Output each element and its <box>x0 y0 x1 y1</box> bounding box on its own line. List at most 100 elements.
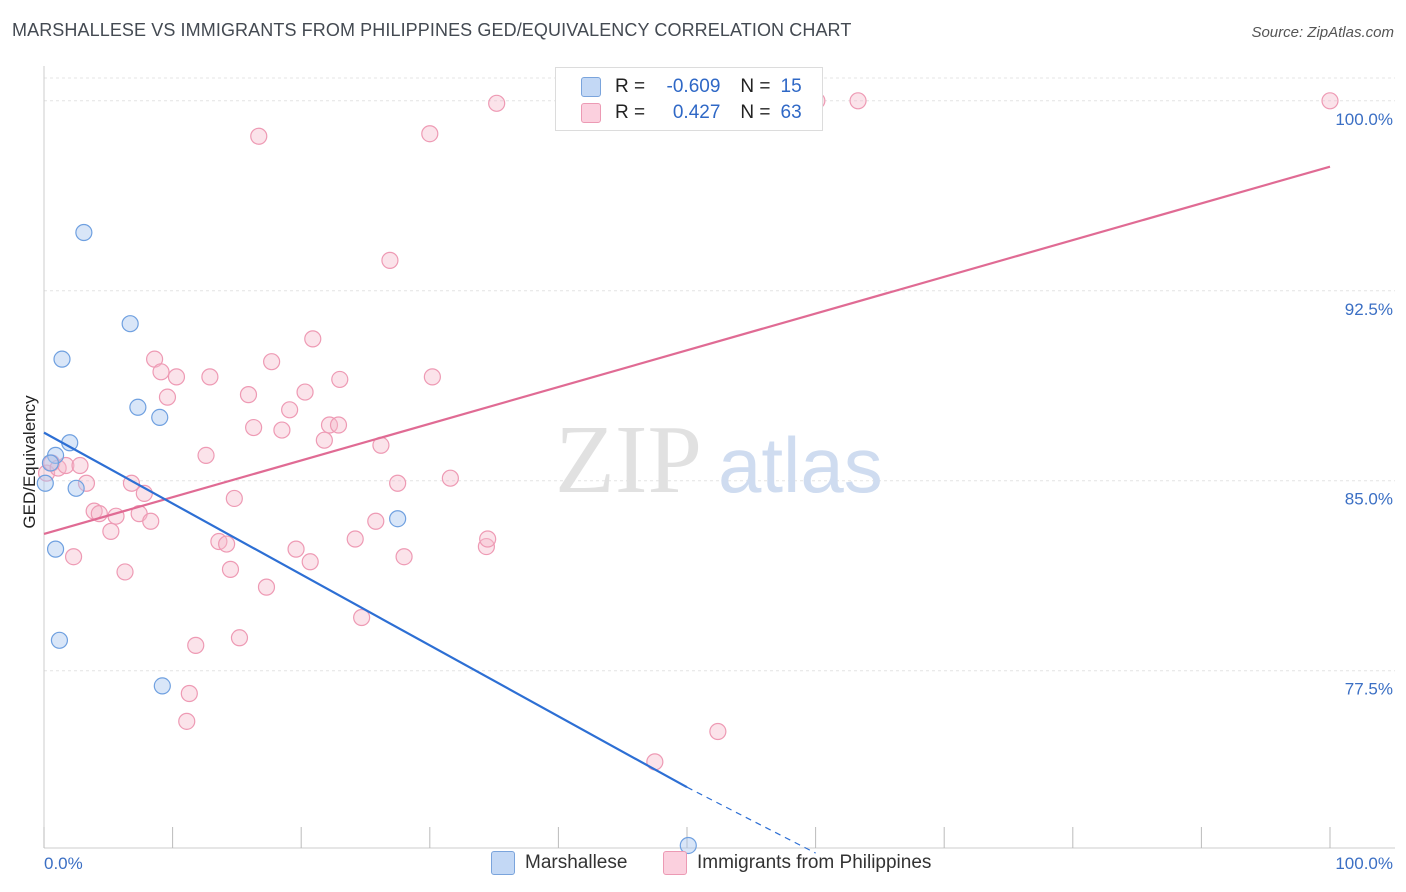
point-philippines <box>381 251 399 269</box>
point-marshallese <box>53 350 71 368</box>
point-marshallese <box>41 454 60 472</box>
point-philippines <box>180 684 198 703</box>
point-philippines <box>296 383 314 401</box>
point-philippines <box>263 353 281 371</box>
legend-swatch-marshallese <box>581 77 601 97</box>
point-marshallese <box>679 836 697 855</box>
legend-swatch-philippines <box>581 103 601 123</box>
point-philippines <box>167 368 186 386</box>
y-tick-label: 92.5% <box>1345 300 1393 319</box>
point-philippines <box>197 446 215 465</box>
point-philippines <box>353 608 371 627</box>
point-philippines <box>479 530 497 548</box>
legend-n-value-marshallese: 15 <box>780 76 802 97</box>
point-marshallese <box>36 474 54 492</box>
point-philippines <box>389 474 407 492</box>
point-philippines <box>301 553 319 571</box>
point-philippines <box>367 512 385 530</box>
legend-item-philippines: Immigrants from Philippines <box>663 851 931 875</box>
legend-swatch-philippines <box>663 851 687 875</box>
legend-row-marshallese: R = -0.609 N = 15 <box>581 75 802 99</box>
series-legend: Marshallese Immigrants from Philippines <box>0 851 1406 879</box>
y-tick-label: 77.5% <box>1345 680 1393 699</box>
y-tick-label: 100.0% <box>1335 110 1393 129</box>
point-marshallese <box>50 631 69 649</box>
legend-swatch-marshallese <box>491 851 515 875</box>
point-philippines <box>304 330 322 348</box>
point-philippines <box>441 469 459 487</box>
point-philippines <box>329 416 348 434</box>
legend-n-label: N = <box>740 76 771 97</box>
point-philippines <box>201 368 219 386</box>
point-philippines <box>395 548 413 566</box>
point-marshallese <box>389 510 407 528</box>
legend-n-label: N = <box>740 102 771 123</box>
point-marshallese <box>151 408 169 427</box>
point-philippines <box>257 578 276 596</box>
point-philippines <box>281 401 299 419</box>
legend-row-philippines: R = 0.427 N = 63 <box>581 101 802 125</box>
point-marshallese <box>121 315 139 333</box>
point-philippines <box>239 386 258 404</box>
point-philippines <box>1321 92 1339 110</box>
point-marshallese <box>75 223 93 242</box>
trend-line-marshallese-extension <box>686 786 816 854</box>
trend-line-marshallese <box>43 431 688 789</box>
legend-r-value-philippines: 0.427 <box>672 102 721 123</box>
point-philippines <box>331 370 349 389</box>
point-marshallese <box>129 398 147 416</box>
legend-r-label: R = <box>615 76 646 97</box>
source-label: Source: ZipAtlas.com <box>1251 24 1394 41</box>
watermark: ZIP atlas <box>555 406 883 514</box>
x-tick-label-max: 100.0% <box>1335 854 1393 873</box>
point-philippines <box>849 92 867 110</box>
legend-label-marshallese: Marshallese <box>525 852 628 873</box>
point-philippines <box>245 418 263 437</box>
legend-item-marshallese: Marshallese <box>491 851 627 875</box>
point-marshallese <box>46 540 65 558</box>
point-philippines <box>273 421 291 439</box>
point-philippines <box>77 474 96 492</box>
legend-r-label: R = <box>615 102 646 123</box>
point-marshallese <box>153 677 171 695</box>
point-philippines <box>488 94 506 112</box>
grid-lines <box>44 77 1395 672</box>
point-philippines <box>230 629 249 647</box>
point-philippines <box>315 431 333 449</box>
point-philippines <box>423 368 441 386</box>
point-philippines <box>346 530 364 548</box>
point-philippines <box>107 507 125 525</box>
point-philippines <box>152 363 170 381</box>
point-philippines <box>320 416 339 434</box>
chart-title: MARSHALLESE VS IMMIGRANTS FROM PHILIPPIN… <box>12 20 852 40</box>
point-philippines <box>287 540 305 558</box>
point-philippines <box>64 548 83 566</box>
point-philippines <box>71 456 89 475</box>
watermark-atlas: atlas <box>718 421 883 509</box>
point-philippines <box>102 522 120 540</box>
point-philippines <box>158 388 177 406</box>
point-philippines <box>142 512 160 530</box>
point-philippines <box>178 712 196 730</box>
point-philippines <box>116 563 134 581</box>
legend-n-value-philippines: 63 <box>780 102 802 123</box>
stats-legend: R = -0.609 N = 15 R = 0.427 N = 63 <box>555 67 823 131</box>
axes <box>43 66 1395 849</box>
tick-labels: 77.5% 85.0% 92.5% 100.0% 0.0% 100.0% <box>44 110 1393 873</box>
y-tick-label: 85.0% <box>1345 490 1393 509</box>
point-philippines <box>187 636 205 654</box>
trend-line-philippines <box>43 165 1331 535</box>
point-philippines <box>218 535 236 553</box>
point-philippines <box>221 560 240 578</box>
legend-label-philippines: Immigrants from Philippines <box>697 852 932 873</box>
watermark-zip: ZIP <box>555 406 702 514</box>
point-philippines <box>709 722 727 741</box>
point-philippines <box>225 489 243 508</box>
point-philippines <box>421 125 439 143</box>
point-philippines <box>250 127 268 145</box>
legend-r-value-marshallese: -0.609 <box>666 76 721 97</box>
point-marshallese <box>67 479 85 497</box>
trend-lines <box>43 165 1331 854</box>
x-tick-label-min: 0.0% <box>44 854 83 873</box>
